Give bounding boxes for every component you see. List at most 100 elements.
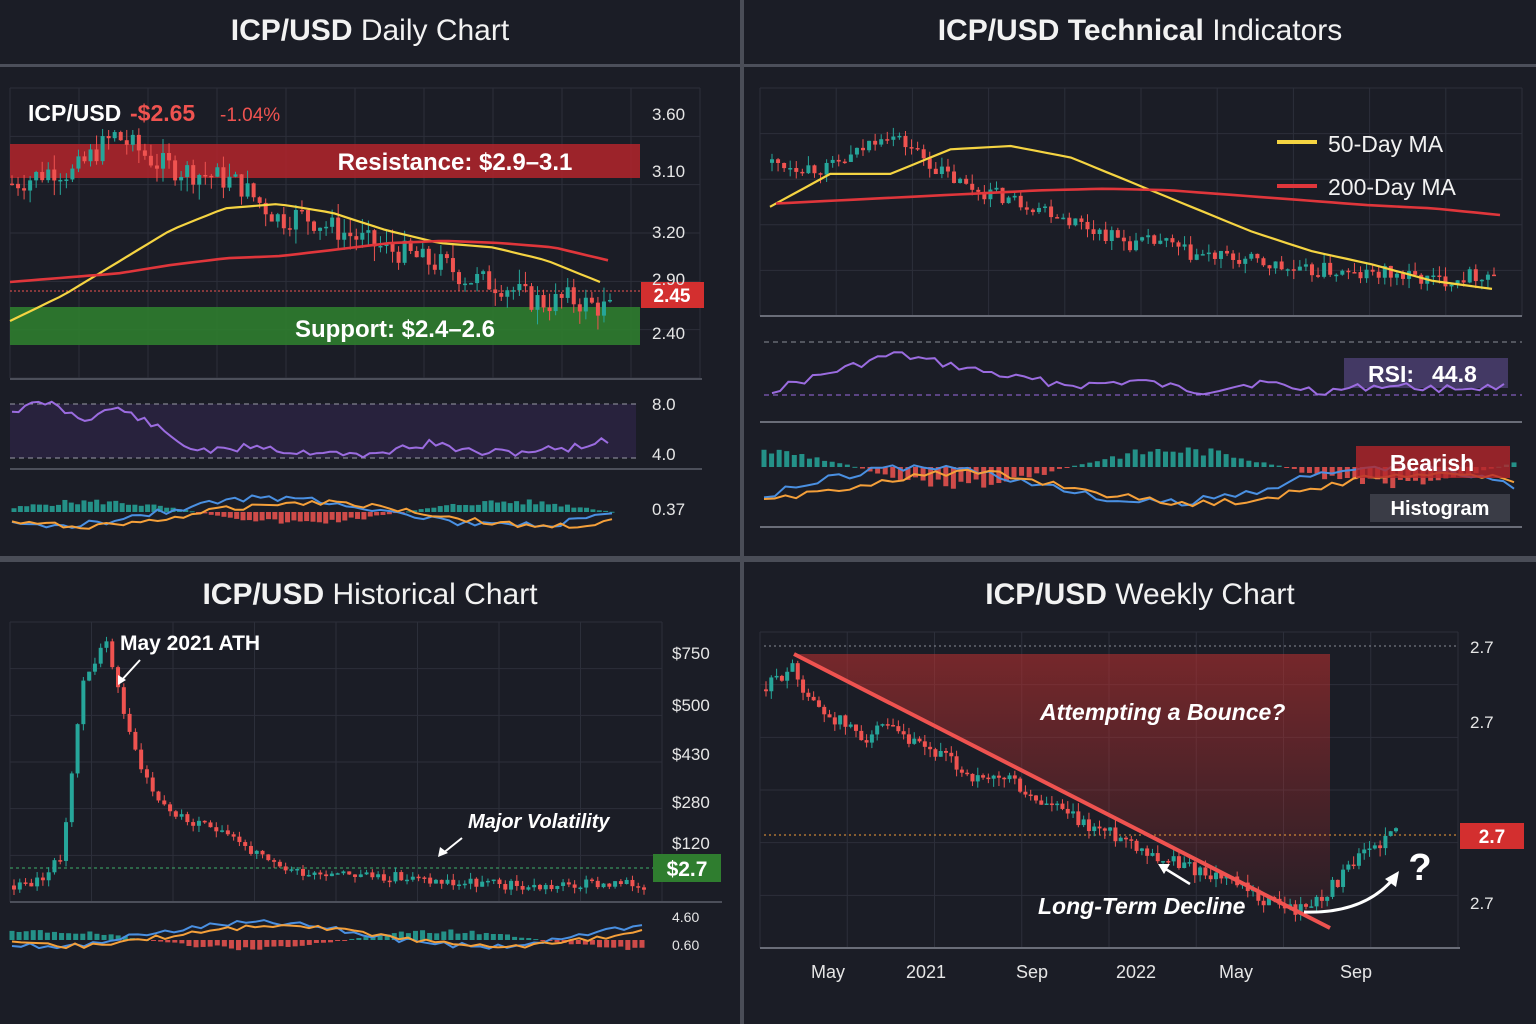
candle xyxy=(133,731,138,750)
candle xyxy=(202,820,207,823)
candle xyxy=(561,882,566,886)
candle xyxy=(221,167,226,188)
candle xyxy=(1335,879,1340,887)
candle xyxy=(179,814,184,817)
candle xyxy=(372,230,377,247)
candle xyxy=(1358,272,1363,279)
candle xyxy=(87,671,92,681)
candle xyxy=(1155,853,1160,862)
candle xyxy=(318,227,323,231)
histogram-bar xyxy=(23,931,29,940)
histogram-bar xyxy=(278,512,284,524)
candle xyxy=(225,830,230,835)
candle xyxy=(92,663,97,672)
historical-svg[interactable]: May 2021 ATH Major Volatility $750 $500 $4… xyxy=(0,562,740,1024)
candle xyxy=(462,883,467,886)
candle xyxy=(1055,217,1060,219)
histogram-bar xyxy=(1034,467,1040,474)
histogram-bar xyxy=(482,501,488,512)
candle xyxy=(1473,269,1478,282)
histogram-bar xyxy=(1291,467,1297,469)
candle xyxy=(555,885,560,890)
histogram-bar xyxy=(1026,467,1032,478)
histogram-bar xyxy=(1056,467,1062,469)
histogram-bar xyxy=(1064,467,1070,468)
histogram-bar xyxy=(844,464,850,467)
candle xyxy=(1044,803,1049,805)
candle xyxy=(954,756,959,770)
candle xyxy=(1140,237,1145,241)
candle xyxy=(239,174,244,197)
candle xyxy=(1255,253,1260,259)
candle xyxy=(945,166,950,172)
candle xyxy=(162,800,167,805)
candle xyxy=(1176,856,1181,868)
histogram-bar xyxy=(1246,460,1252,467)
x-tick-label: May xyxy=(1219,962,1253,982)
histogram-bar xyxy=(259,512,265,521)
histogram-bar xyxy=(158,940,164,942)
candle xyxy=(891,136,896,140)
histogram-bar xyxy=(455,933,461,940)
candle xyxy=(46,169,51,181)
candle xyxy=(1086,819,1091,832)
candle xyxy=(305,210,310,222)
candle xyxy=(245,183,250,197)
candle xyxy=(1166,861,1171,863)
candle xyxy=(98,647,103,664)
daily-chart-svg[interactable]: Resistance: $2.9–3.1 Support: $2.4–2.6 I… xyxy=(0,0,740,556)
histogram-bar xyxy=(791,454,797,467)
candle xyxy=(964,178,969,184)
histogram-bar xyxy=(427,932,433,940)
volatility-arrow-head xyxy=(438,847,448,857)
histogram-bar xyxy=(462,933,468,940)
candle xyxy=(1071,811,1076,814)
weekly-chart-panel: ICP/USD Weekly Chart Attempting a Bounce… xyxy=(744,562,1536,1024)
histogram-bar xyxy=(890,467,896,478)
histogram-bar xyxy=(469,505,475,512)
candle xyxy=(906,734,911,744)
histogram-bar xyxy=(122,936,128,940)
candle xyxy=(1330,879,1335,897)
candle xyxy=(965,772,970,775)
candle xyxy=(439,879,444,884)
candle xyxy=(1145,848,1150,856)
candle xyxy=(196,820,201,826)
candle xyxy=(503,884,508,890)
candle xyxy=(156,791,161,801)
histogram-bar xyxy=(335,512,341,523)
histogram-bar xyxy=(476,934,482,940)
historical-chart-panel: ICP/USD Historical Chart May 2021 ATH Ma… xyxy=(0,562,740,1024)
candle xyxy=(173,811,178,817)
candle xyxy=(88,149,93,162)
macd-line xyxy=(11,494,613,529)
weekly-svg[interactable]: Attempting a Bounce? Long-Term Decline ?… xyxy=(744,562,1536,1024)
candle xyxy=(203,174,208,177)
candle xyxy=(1266,897,1271,906)
candle xyxy=(875,725,880,735)
candle xyxy=(1023,791,1028,795)
price-tag-text: $2.7 xyxy=(667,858,708,881)
candle xyxy=(23,882,28,884)
histogram-bar xyxy=(584,507,590,512)
candle xyxy=(360,232,365,240)
histogram-bar xyxy=(1094,461,1100,467)
candle xyxy=(848,724,853,727)
histogram-bar xyxy=(200,940,206,947)
ath-label: May 2021 ATH xyxy=(120,632,260,655)
candle xyxy=(469,283,474,285)
candle xyxy=(1127,241,1132,251)
histogram-bar xyxy=(1072,465,1078,467)
candle xyxy=(499,293,504,297)
indicators-svg[interactable]: 50-Day MA 200-Day MA RSI: 44.8 Bearish H… xyxy=(744,0,1536,556)
histogram-bar xyxy=(784,451,790,467)
histogram-bar xyxy=(1117,458,1123,467)
candle xyxy=(541,295,546,308)
candle xyxy=(405,879,410,882)
candle xyxy=(40,171,45,181)
candle xyxy=(58,179,63,182)
histogram-bar xyxy=(505,934,511,940)
candle xyxy=(481,271,486,274)
candle xyxy=(922,741,927,747)
histogram-bar xyxy=(30,504,36,512)
